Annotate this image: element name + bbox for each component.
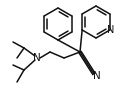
Text: N: N — [107, 25, 115, 35]
Text: N: N — [33, 53, 41, 63]
Text: N: N — [93, 71, 101, 81]
